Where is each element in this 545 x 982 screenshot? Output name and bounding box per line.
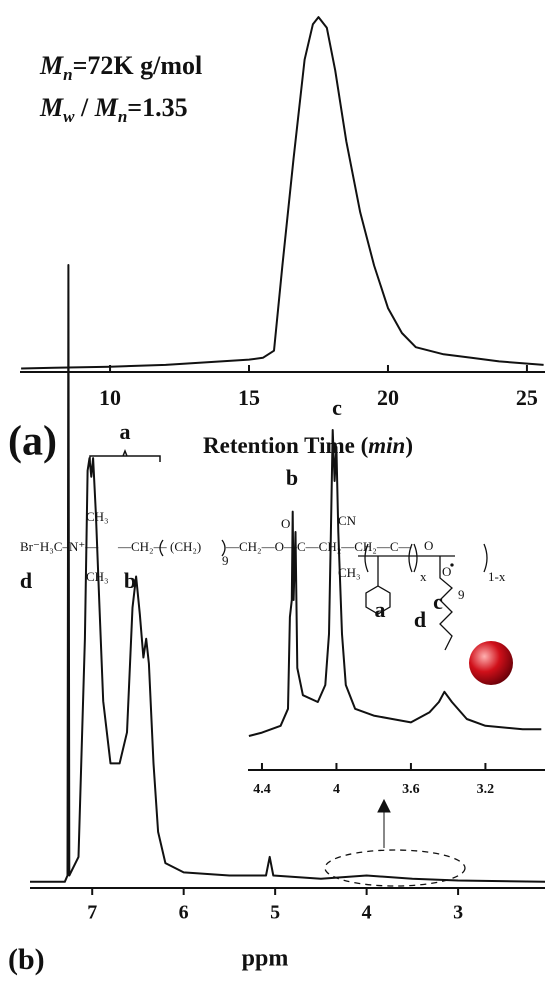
x-axis-title-part: min	[368, 433, 405, 458]
structure-text: 9	[458, 587, 465, 602]
panel-label: (b)	[8, 943, 45, 976]
annotation-part: n	[118, 107, 127, 126]
spectrum-line	[21, 16, 544, 370]
structure-text: CH₃	[86, 509, 109, 524]
x-tick-label: 5	[270, 902, 280, 924]
zoom-arrow	[377, 798, 391, 848]
structure-text: CH₃	[338, 565, 361, 580]
structure-text: O	[442, 564, 451, 579]
structure-label: a	[375, 597, 386, 622]
structure-text: (CH₂)	[170, 539, 201, 554]
annotation-part: M	[39, 93, 64, 122]
structure-text: 1-x	[488, 569, 506, 584]
x-tick-label: 6	[179, 902, 189, 924]
peak-label: a	[120, 419, 131, 444]
x-tick-label: 3	[453, 902, 463, 924]
structure-text: CN	[338, 513, 357, 528]
structure-text: CH₃	[86, 569, 109, 584]
zoom-region	[324, 849, 466, 887]
structure-label: c	[433, 589, 443, 614]
structure-text: —CH₂—	[117, 539, 168, 554]
peak-label: d	[414, 607, 426, 632]
annotation-part: n	[63, 65, 72, 84]
peak-label: b	[286, 465, 298, 490]
structure-text: x	[420, 569, 427, 584]
annotation-part: =1.35	[127, 93, 187, 122]
structure-label: d	[20, 568, 32, 593]
annotation-part: M	[39, 51, 64, 80]
structure-text: Br⁻H₃C–N⁺—	[20, 539, 99, 554]
x-axis-title-part: Retention Time (	[203, 433, 368, 458]
x-tick-label: 4	[333, 782, 340, 797]
structure-text: 9	[222, 553, 229, 568]
x-tick-label: 10	[99, 385, 121, 410]
x-tick-label: 20	[377, 385, 399, 410]
structure-text: O	[281, 516, 290, 531]
brace	[89, 448, 161, 462]
structure-label: b	[124, 568, 136, 593]
x-tick-label: 7	[87, 902, 97, 924]
x-tick-label: 4.4	[253, 782, 271, 797]
annotation: Mn=72K g/mol	[39, 51, 202, 84]
spectrum-line	[30, 264, 545, 883]
x-tick-label: 3.6	[402, 782, 420, 797]
x-tick-label: 3.2	[477, 782, 495, 797]
annotation-part: M	[94, 93, 119, 122]
structure-drawing	[159, 539, 488, 651]
peak-label: c	[332, 395, 342, 420]
panel-label: (a)	[8, 419, 57, 465]
x-axis-title: ppm	[242, 946, 289, 972]
x-tick-label: 15	[238, 385, 260, 410]
x-axis-title: Retention Time (min)	[203, 433, 413, 458]
x-tick-label: 4	[362, 902, 372, 924]
annotation-part: w	[63, 107, 75, 126]
annotation-part: /	[74, 93, 94, 122]
nanoparticle	[469, 641, 513, 685]
annotation-part: =72K g/mol	[73, 51, 203, 80]
x-axis-title-part: )	[405, 433, 413, 458]
structure-text: —CH₂—O—C—CH₂—CH₂—C—	[225, 539, 413, 554]
structure-text: O	[424, 538, 433, 553]
annotation: Mw / Mn=1.35	[39, 93, 188, 126]
x-tick-label: 25	[516, 385, 538, 410]
spectrum-line	[248, 429, 542, 737]
